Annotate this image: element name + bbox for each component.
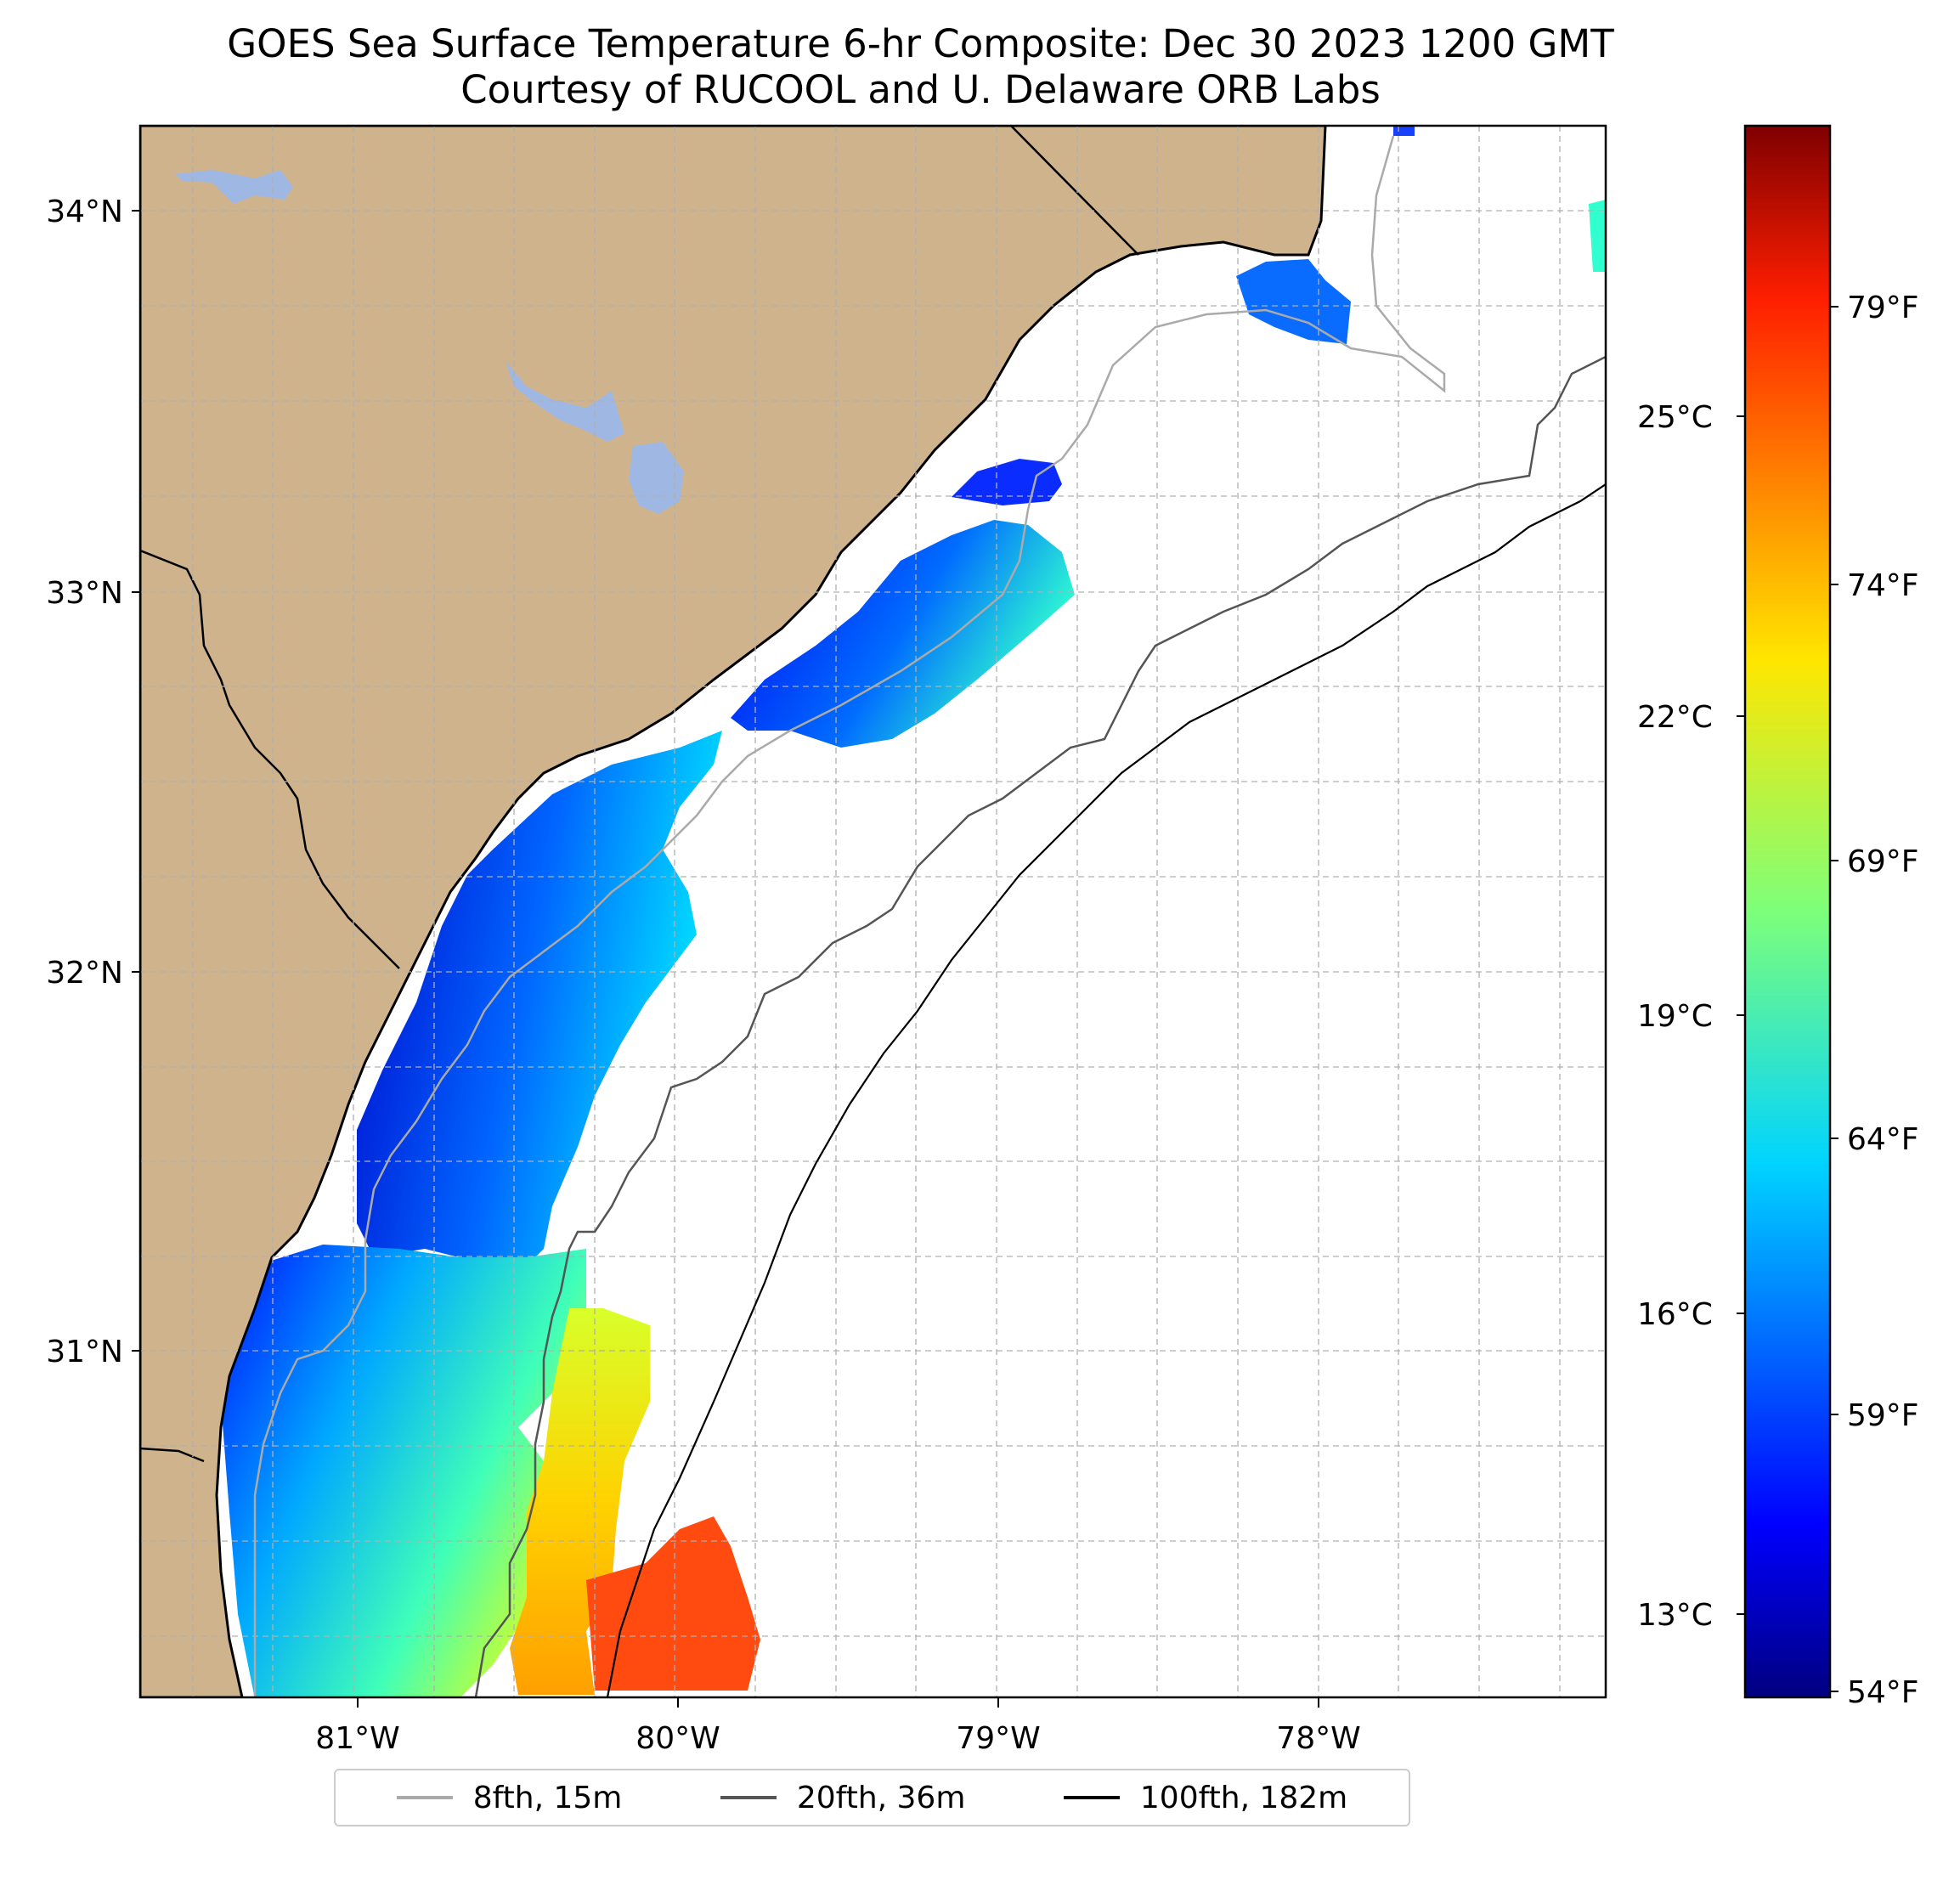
sst-patch-long-bay-north — [952, 459, 1062, 505]
state-border — [1010, 126, 1139, 256]
lake-north — [174, 170, 293, 204]
contour-8fth — [253, 135, 1446, 1697]
lat-label-32: 32°N — [46, 956, 123, 991]
colorbar-label-16c: 16°C — [1637, 1297, 1713, 1332]
legend-item-8fth: 8fth, 15m — [396, 1780, 623, 1815]
map-title: GOES Sea Surface Temperature 6-hr Compos… — [227, 21, 1614, 66]
sst-patch-long-bay — [731, 520, 1075, 748]
legend-swatch-8fth — [396, 1796, 453, 1799]
lon-label-81: 81°W — [315, 1721, 399, 1756]
colorbar-label-22c: 22°C — [1637, 700, 1713, 735]
colorbar-label-59f: 59°F — [1847, 1398, 1919, 1433]
lat-label-33: 33°N — [46, 576, 123, 611]
lon-label-78: 78°W — [1276, 1721, 1360, 1756]
colorbar-label-69f: 69°F — [1847, 844, 1919, 879]
contour-100fth — [606, 483, 1606, 1697]
lat-label-31: 31°N — [46, 1335, 123, 1369]
legend-swatch-100fth — [1063, 1796, 1120, 1799]
legend-item-20fth: 20fth, 36m — [720, 1780, 966, 1815]
legend-item-100fth: 100fth, 182m — [1063, 1780, 1348, 1815]
colorbar-label-54f: 54°F — [1847, 1675, 1919, 1710]
colorbar-label-64f: 64°F — [1847, 1122, 1919, 1157]
colorbar-label-19c: 19°C — [1637, 999, 1713, 1034]
state-border-sc-ga — [140, 549, 400, 969]
colorbar-label-74f: 74°F — [1847, 568, 1919, 603]
legend-swatch-20fth — [720, 1796, 777, 1799]
sst-patch-georgia — [221, 1245, 586, 1697]
lat-label-34: 34°N — [46, 195, 123, 229]
legend-label-20fth: 20fth, 36m — [796, 1780, 966, 1815]
sst-patch-nearshore-north — [1393, 126, 1415, 136]
colorbar-label-13c: 13°C — [1637, 1598, 1713, 1633]
sst-patch-edge-east — [1589, 200, 1606, 272]
lon-label-79: 79°W — [956, 1721, 1040, 1756]
state-border-ga-fl — [140, 1447, 205, 1463]
sst-patch-gulf-stream — [586, 1516, 760, 1691]
colorbar-c-ticks — [1737, 415, 1745, 1615]
sst-patch-warm-tongue — [510, 1308, 650, 1695]
legend-label-100fth: 100fth, 182m — [1139, 1780, 1348, 1815]
legend-label-8fth: 8fth, 15m — [472, 1780, 623, 1815]
lon-label-80: 80°W — [635, 1721, 720, 1756]
gridlines — [140, 126, 1606, 1697]
contour-legend: 8fth, 15m 20fth, 36m 100fth, 182m — [334, 1769, 1410, 1826]
land-area — [140, 126, 1327, 1697]
map-frame — [138, 124, 1607, 1699]
sst-patch-charleston — [357, 731, 722, 1274]
colorbar-f-ticks — [1830, 306, 1839, 1692]
contour-20fth — [474, 355, 1606, 1697]
sst-patch-cape-fear — [1236, 259, 1351, 344]
colorbar-label-79f: 79°F — [1847, 291, 1919, 325]
map-subtitle: Courtesy of RUCOOL and U. Delaware ORB L… — [460, 67, 1381, 112]
colorbar-label-25c: 25°C — [1637, 400, 1713, 435]
colorbar — [1743, 124, 1832, 1699]
axis-ticks — [132, 210, 1319, 1708]
